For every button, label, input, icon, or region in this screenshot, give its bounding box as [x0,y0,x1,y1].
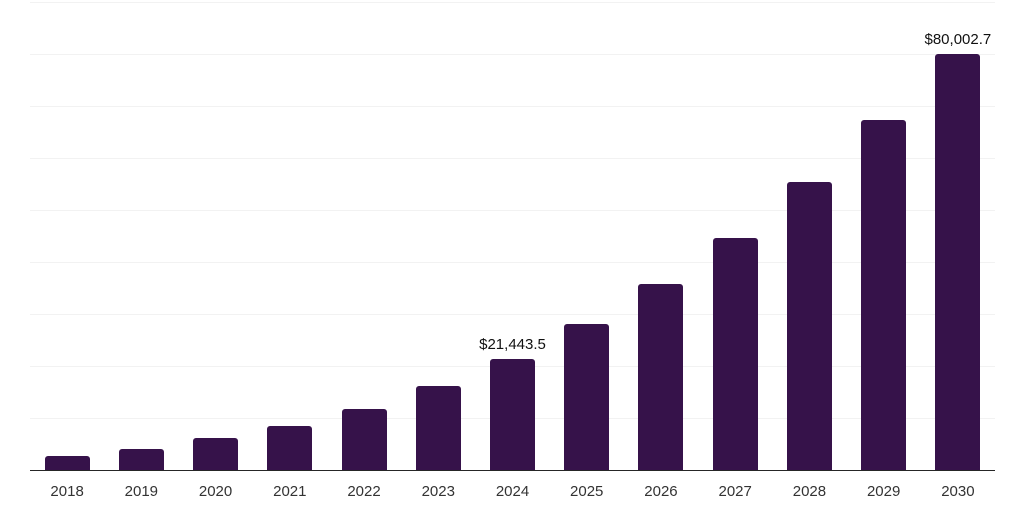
bar-2024 [490,358,535,470]
bar-2018 [44,456,90,470]
bar-2023 [415,385,461,470]
gridline [30,313,995,315]
x-tick-label-2019: 2019 [124,483,159,500]
bar-2028 [786,182,832,470]
x-tick-label-2024: 2024 [495,483,530,500]
x-tick-label-2020: 2020 [198,483,233,500]
bar-2029 [861,120,907,470]
x-tick-label-2026: 2026 [644,483,678,500]
bar-2019 [118,449,164,470]
x-tick-label-2018: 2018 [50,483,84,500]
bar-2027 [712,237,758,470]
bar-value-label-2024: $21,443.5 [479,335,546,353]
gridline [30,1,995,3]
gridline [30,105,995,107]
x-tick-label-2028: 2028 [792,483,827,500]
x-tick-label-2029: 2029 [866,483,901,500]
x-tick-label-2025: 2025 [570,483,604,500]
plot-area: $21,443.5 $80,002.7 [30,1,995,471]
gridline [30,261,995,263]
gridline [30,157,995,159]
bar-2022 [341,409,387,470]
bar-2021 [267,425,313,470]
x-axis-line [30,469,995,471]
bar-2030 [935,54,981,470]
x-tick-label-2030: 2030 [941,483,975,500]
bar-2026 [638,284,684,470]
bar-2025 [564,324,610,470]
gridline [30,209,995,211]
x-tick-label-2021: 2021 [273,483,307,500]
x-tick-label-2027: 2027 [718,483,752,500]
bar-2020 [193,438,239,470]
bar-value-label-2030: $80,002.7 [924,31,992,48]
x-tick-label-2023: 2023 [421,483,455,500]
x-tick-label-2022: 2022 [347,483,381,500]
gridline [30,53,995,55]
